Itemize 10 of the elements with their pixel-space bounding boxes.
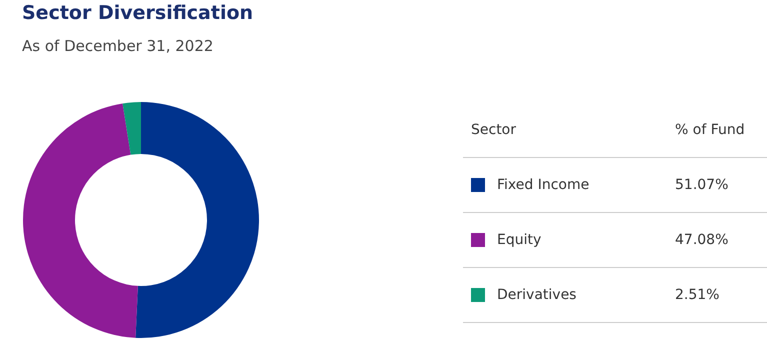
legend-label: Derivatives xyxy=(463,268,675,322)
data-label: 47.08% xyxy=(675,212,767,268)
chart-subtitle: As of December 31, 2022 xyxy=(22,37,214,55)
data-label: 2.51% xyxy=(675,268,767,322)
chart-title: Sector Diversification xyxy=(22,2,254,24)
legend-label: Equity xyxy=(463,212,675,268)
data-label: 51.07% xyxy=(675,158,767,212)
legend-label: Fixed Income xyxy=(463,158,675,212)
legend-title: Sector xyxy=(463,103,675,158)
text: % of Fund xyxy=(675,103,767,158)
